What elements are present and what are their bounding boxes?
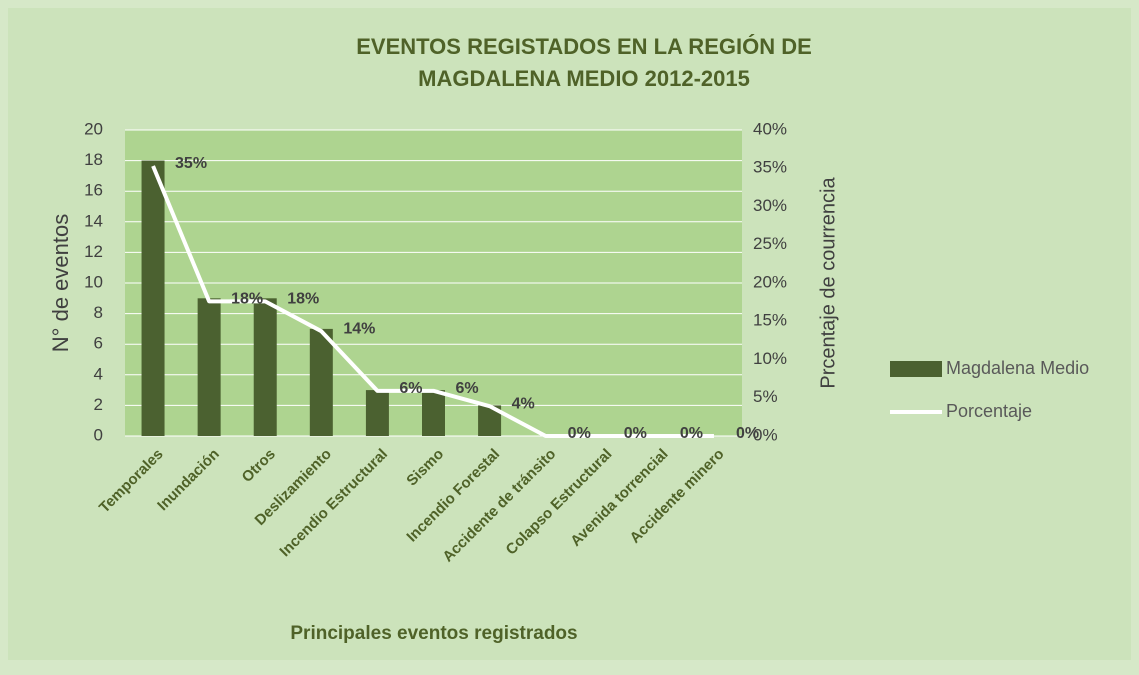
data-label: 14% <box>343 320 375 337</box>
y2-tick-label: 0% <box>753 425 778 444</box>
y2-tick-label: 30% <box>753 196 787 215</box>
bar <box>365 390 389 436</box>
y-tick-label: 10 <box>84 272 103 291</box>
data-label: 6% <box>456 380 479 397</box>
y2-tick-label: 5% <box>753 387 778 406</box>
y-tick-label: 18 <box>84 150 103 169</box>
y2-tick-label: 25% <box>753 234 787 253</box>
y-tick-label: 4 <box>94 364 103 383</box>
y2-tick-label: 10% <box>753 349 787 368</box>
y-tick-label: 8 <box>94 303 103 322</box>
chart-title: EVENTOS REGISTADOS EN LA REGIÓN DE <box>356 34 812 59</box>
data-label: 18% <box>231 291 263 308</box>
bar <box>309 328 333 436</box>
y2-axis-label: Prcentaje de courrencia <box>817 177 839 389</box>
legend-swatch <box>890 361 942 377</box>
y-tick-label: 16 <box>84 181 103 200</box>
y2-tick-label: 15% <box>753 311 787 330</box>
chart-title: MAGDALENA MEDIO 2012-2015 <box>418 66 750 91</box>
data-label: 18% <box>287 291 319 308</box>
bar <box>197 298 221 436</box>
data-label: 0% <box>568 425 591 442</box>
data-label: 6% <box>399 380 422 397</box>
y-tick-label: 20 <box>84 119 103 138</box>
data-label: 0% <box>680 425 703 442</box>
y2-tick-label: 20% <box>753 272 787 291</box>
y-tick-label: 6 <box>94 334 103 353</box>
bar <box>422 390 445 436</box>
data-label: 0% <box>624 425 647 442</box>
y-tick-label: 0 <box>94 425 103 444</box>
data-label: 0% <box>736 425 759 442</box>
y2-tick-label: 35% <box>753 158 787 177</box>
y2-tick-label: 40% <box>753 119 787 138</box>
data-label: 4% <box>512 395 535 412</box>
bar <box>478 405 502 436</box>
y-axis-label: N° de eventos <box>48 214 73 352</box>
x-axis-label: Principales eventos registrados <box>290 623 577 644</box>
data-label: 35% <box>175 155 207 172</box>
y-tick-label: 2 <box>94 395 103 414</box>
line <box>151 165 714 438</box>
y-tick-label: 14 <box>84 211 103 230</box>
legend-label: Porcentaje <box>946 401 1032 421</box>
y-tick-label: 12 <box>84 242 103 261</box>
bar <box>141 160 165 436</box>
bar <box>253 298 277 436</box>
legend-label: Magdalena Medio <box>946 358 1089 378</box>
